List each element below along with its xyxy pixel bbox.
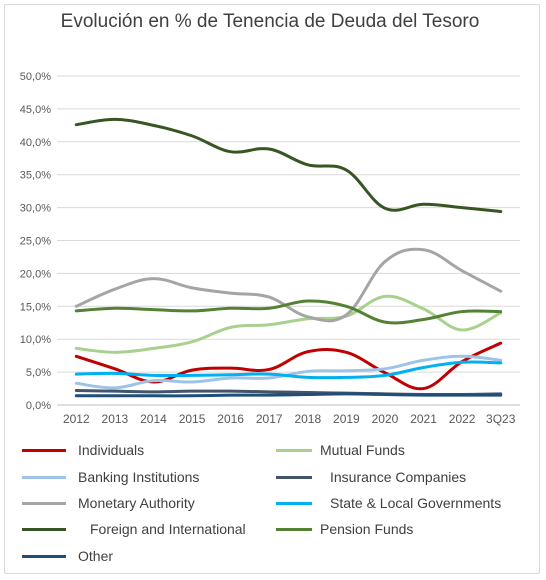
series-line-pension-funds	[74, 299, 503, 325]
x-tick-label: 2016	[217, 412, 244, 426]
y-tick-label: 25,0%	[20, 236, 51, 248]
series-line-mutual-funds	[74, 294, 503, 354]
x-tick-label: 2020	[372, 412, 399, 426]
x-tick-label: 2015	[179, 412, 206, 426]
y-tick-label: 10,0%	[20, 334, 51, 346]
y-tick-label: 15,0%	[20, 301, 51, 313]
x-tick-label: 2022	[449, 412, 476, 426]
series-line-foreign-and-international	[74, 117, 503, 214]
y-tick-label: 20,0%	[20, 268, 51, 280]
chart-frame	[4, 4, 540, 574]
y-tick-label: 0,0%	[26, 400, 51, 412]
series-line-other	[74, 392, 503, 398]
y-tick-label: 40,0%	[20, 137, 51, 149]
x-tick-label: 2017	[256, 412, 283, 426]
y-tick-label: 35,0%	[20, 170, 51, 182]
series-line-monetary-authority	[74, 247, 503, 323]
x-tick-label: 2019	[333, 412, 360, 426]
x-tick-label: 2013	[102, 412, 129, 426]
x-tick-label: 2014	[140, 412, 167, 426]
y-tick-label: 5,0%	[26, 367, 51, 379]
x-tick-label: 2018	[294, 412, 321, 426]
series-line-state-local-governments	[74, 360, 503, 380]
y-tick-label: 45,0%	[20, 104, 51, 116]
x-tick-label: 3Q23	[486, 412, 516, 426]
y-tick-label: 30,0%	[20, 203, 51, 215]
x-tick-label: 2012	[63, 412, 90, 426]
chart-title: Evolución en % de Tenencia de Deuda del …	[60, 11, 480, 32]
y-tick-label: 50,0%	[20, 71, 51, 83]
x-tick-label: 2021	[410, 412, 437, 426]
